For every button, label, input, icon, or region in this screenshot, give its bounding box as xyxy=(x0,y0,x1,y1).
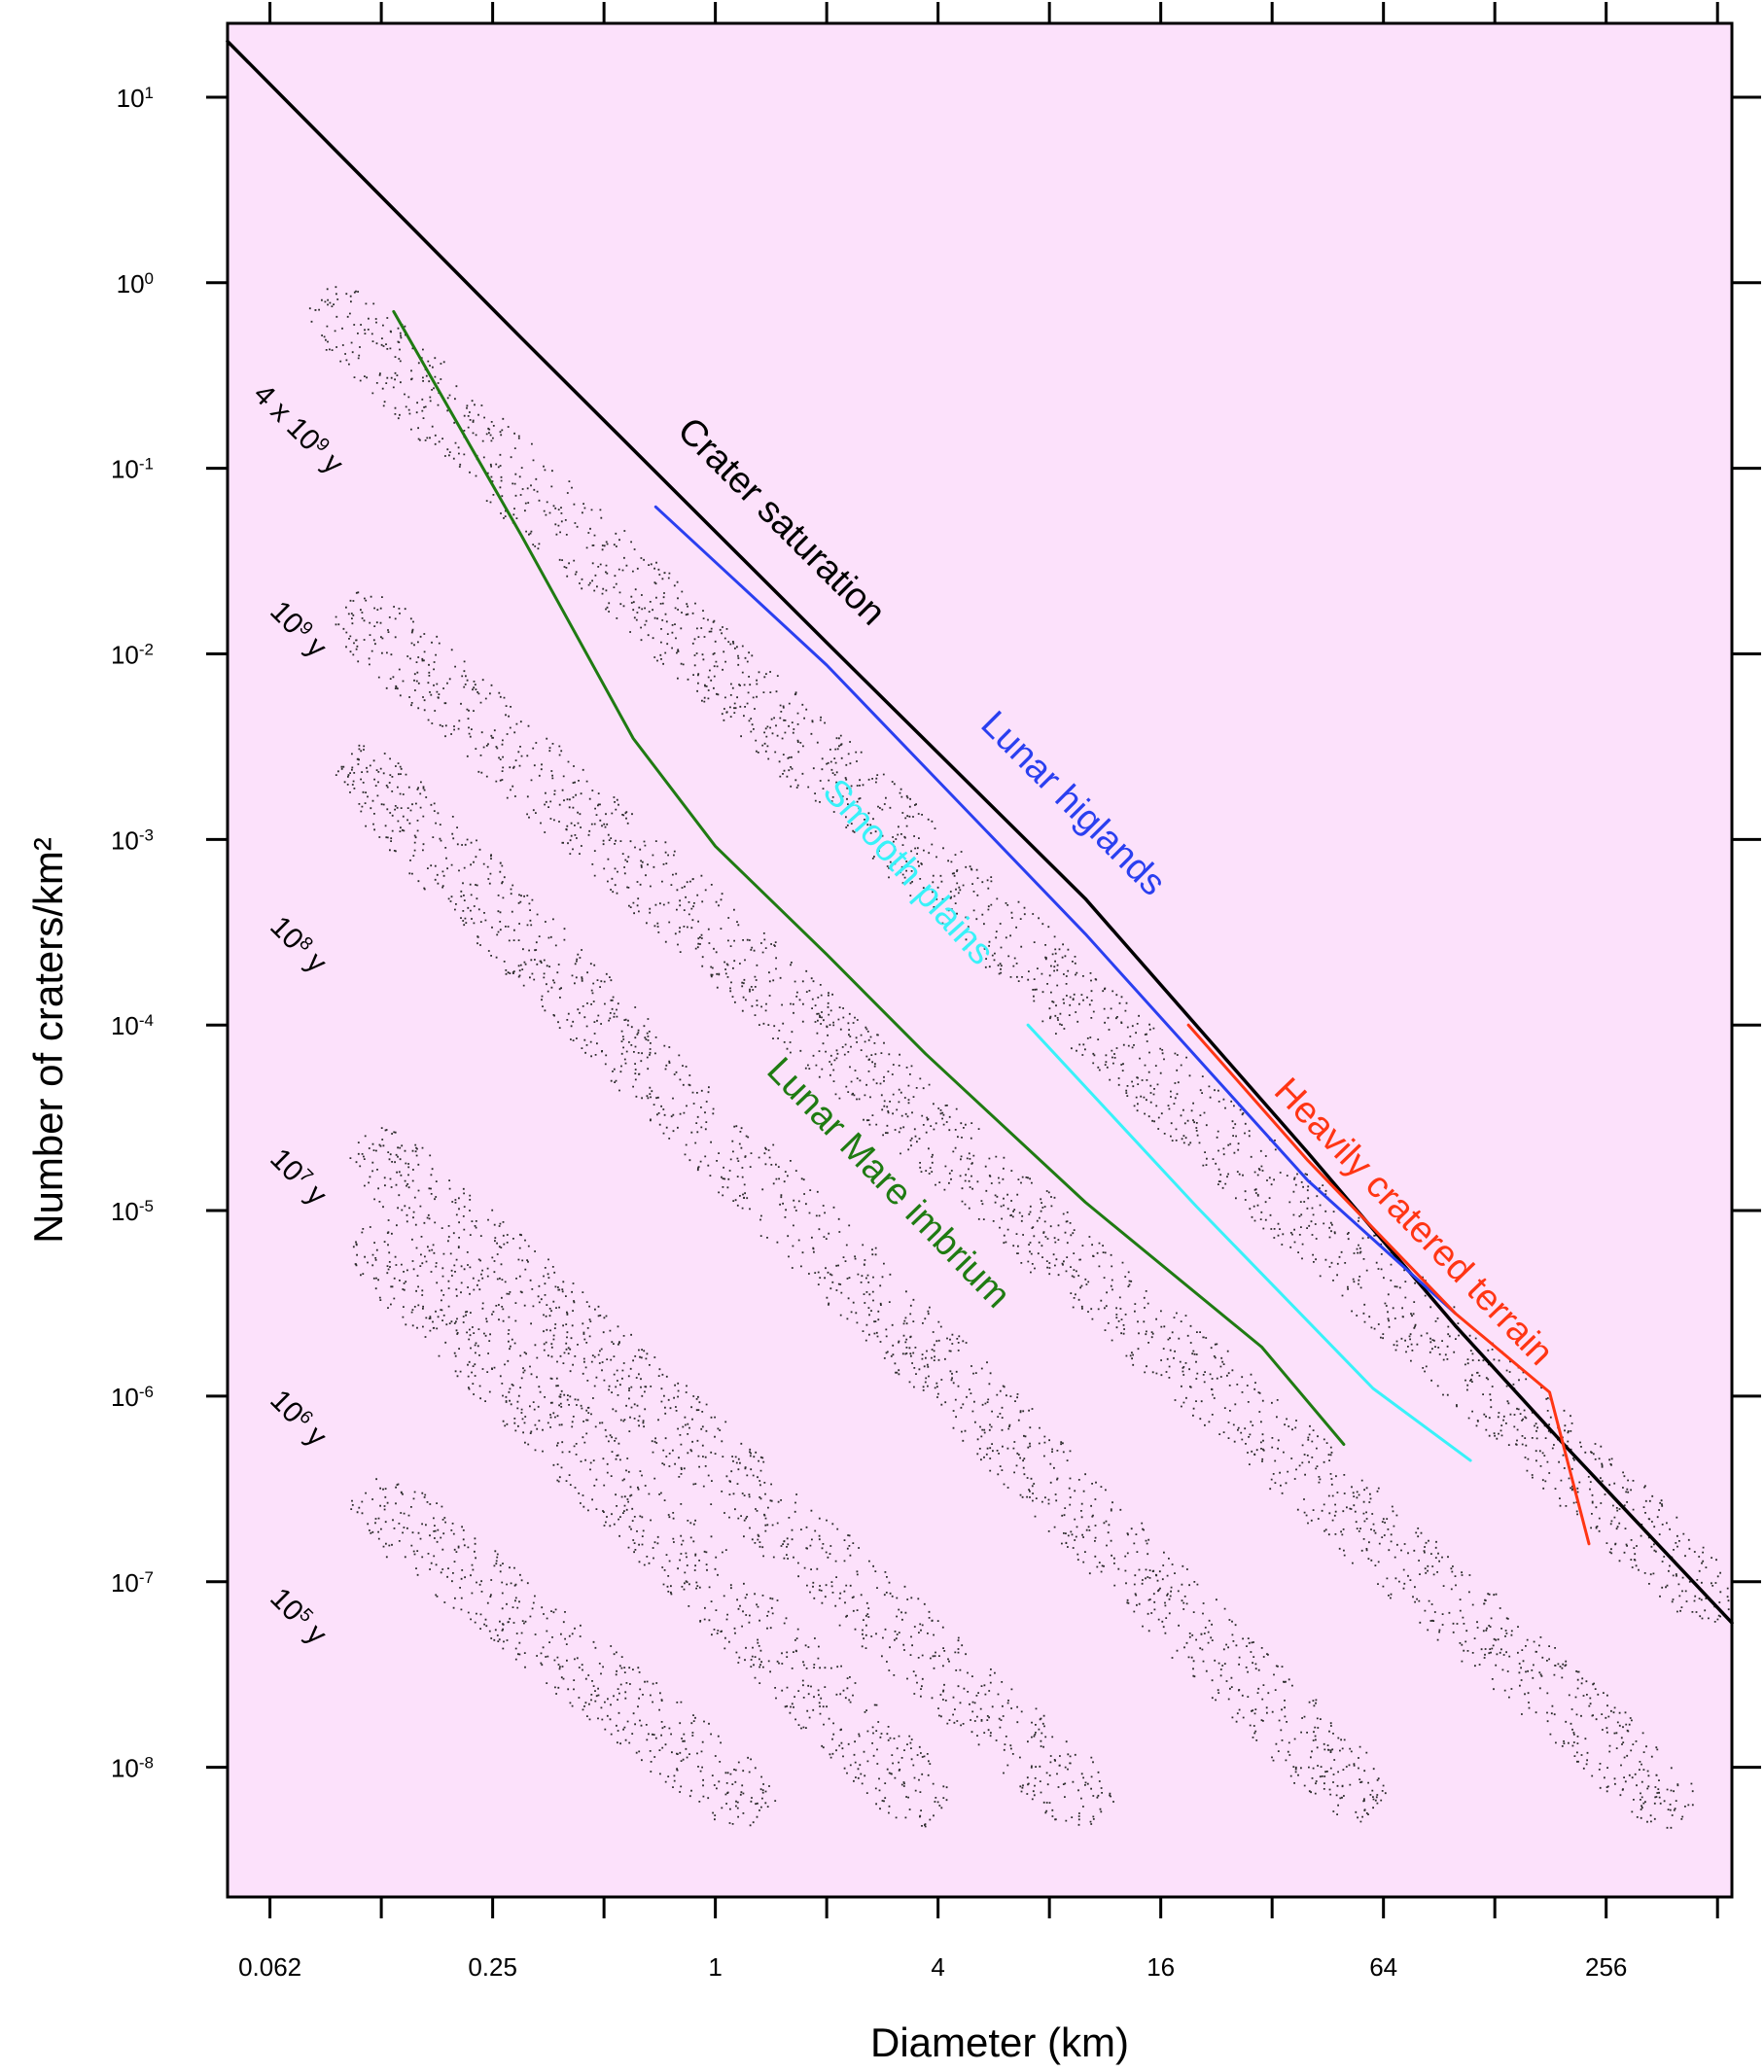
isochron-bands xyxy=(308,286,1730,1829)
x-axis-title: Diameter (km) xyxy=(870,2019,1129,2065)
x-tick-label: 256 xyxy=(1585,1952,1627,1982)
plot-area xyxy=(228,23,1732,1897)
y-tick-label: 10-4 xyxy=(111,1011,154,1041)
x-tick-label: 0.25 xyxy=(468,1952,517,1982)
y-tick-label: 10-3 xyxy=(111,825,154,856)
x-tick-label: 4 xyxy=(931,1952,944,1982)
isochron-band xyxy=(335,591,1694,1829)
y-tick-label: 101 xyxy=(117,83,154,113)
data-series xyxy=(226,39,1734,1625)
y-tick-label: 10-7 xyxy=(111,1567,154,1598)
series-line-crater-saturation xyxy=(226,39,1734,1625)
series-line-heavily-cratered-terrain xyxy=(1186,1023,1591,1546)
x-tick-label: 1 xyxy=(708,1952,722,1982)
axes: 0.062 0.25 1 4 16 64 256 101 100 10-1 10-2 10-3 10-4… xyxy=(111,2,1761,1982)
y-tick-label: 10-8 xyxy=(111,1753,154,1783)
y-tick-label: 10-5 xyxy=(111,1197,154,1227)
y-tick-label: 10-1 xyxy=(111,454,154,484)
y-tick-label: 10-6 xyxy=(111,1382,154,1412)
series-line-smooth-plains xyxy=(1026,1023,1472,1462)
x-tick-label: 0.062 xyxy=(238,1952,301,1982)
y-tick-label: 100 xyxy=(117,268,154,299)
x-tick-label: 64 xyxy=(1369,1952,1397,1982)
y-tick-label: 10-2 xyxy=(111,640,154,670)
y-axis-title: Number of craters/km² xyxy=(25,837,71,1244)
series-line-lunar-higlands xyxy=(653,505,1457,1316)
x-tick-label: 16 xyxy=(1147,1952,1175,1982)
series-line-lunar-mare-imbrium xyxy=(392,309,1346,1446)
plot-frame xyxy=(226,21,1734,1899)
band-dots xyxy=(335,591,1694,1829)
